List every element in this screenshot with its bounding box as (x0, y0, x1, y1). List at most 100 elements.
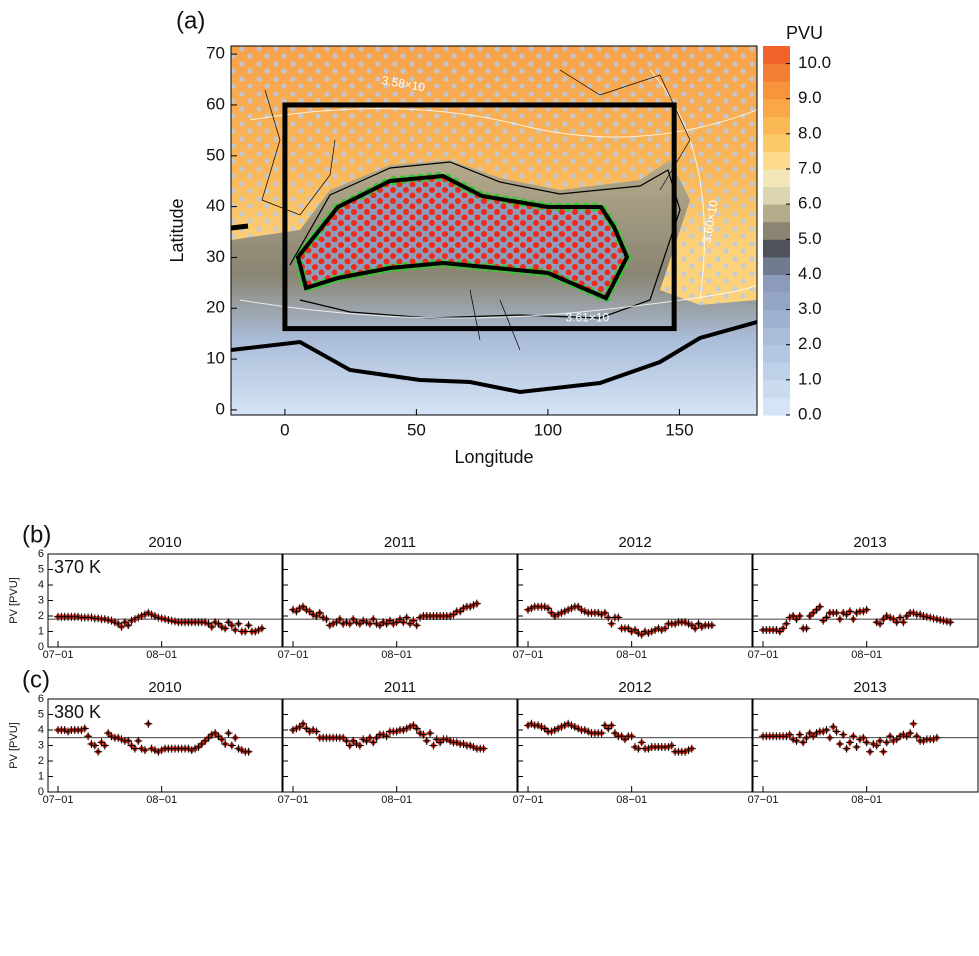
data-point (214, 619, 223, 628)
x-tick-label: 08−01 (851, 649, 882, 661)
data-point (822, 613, 831, 622)
point-cross (879, 747, 888, 756)
data-point (399, 618, 408, 627)
point-cross (315, 608, 324, 617)
point-cross (899, 618, 908, 627)
colorbar-band (763, 292, 790, 311)
point-cross (322, 615, 331, 624)
subplot-frame (282, 698, 518, 793)
point-cross (886, 732, 895, 741)
point-cross (687, 744, 696, 753)
point-cross (144, 719, 153, 728)
data-point (641, 627, 650, 636)
data-point (369, 615, 378, 624)
data-point (396, 615, 404, 624)
point-cross (845, 607, 854, 616)
data-point (687, 744, 696, 753)
data-point (342, 736, 351, 745)
colorbar-tick-label: 8.0 (798, 123, 822, 142)
data-point (120, 618, 129, 627)
data-point (221, 624, 230, 633)
contour-label: 3.61×10 (566, 311, 610, 325)
data-point (234, 619, 243, 628)
y-tick-label: 0 (216, 399, 225, 418)
data-point (365, 733, 374, 742)
data-point (402, 613, 411, 622)
colorbar-tick-label: 4.0 (798, 264, 822, 283)
point-cross (782, 619, 791, 628)
data-point (257, 624, 266, 633)
data-point (637, 738, 646, 747)
point-cross (217, 735, 226, 744)
point-cross (862, 605, 871, 614)
data-point (335, 615, 344, 624)
colorbar-band (763, 239, 790, 258)
point-cross (909, 719, 918, 728)
y-tick-label: 6 (38, 548, 44, 560)
point-cross (257, 624, 266, 633)
axes-frame (230, 45, 758, 416)
colorbar-band (763, 81, 790, 100)
point-cross (409, 616, 418, 625)
colorbar-band (763, 397, 790, 416)
data-point (661, 624, 670, 633)
point-cross (100, 741, 109, 750)
colorbar-tick-label: 9.0 (798, 88, 822, 107)
x-tick-label: 07−01 (278, 794, 309, 806)
point-cross (912, 732, 921, 741)
point-cross (299, 719, 308, 728)
subplot-frame (752, 698, 979, 793)
y-tick-label: 1 (38, 770, 44, 782)
data-point (479, 744, 488, 753)
data-point (899, 618, 908, 627)
point-cross (134, 736, 143, 745)
data-point (872, 741, 881, 750)
data-point (815, 602, 824, 611)
data-point (607, 619, 616, 628)
data-point (852, 743, 861, 752)
data-point (842, 744, 851, 753)
y-tick-label: 1 (38, 625, 44, 637)
x-tick-label: 07−01 (748, 649, 779, 661)
data-point (862, 738, 871, 747)
x-tick-label: 08−01 (381, 649, 412, 661)
data-point (295, 722, 304, 731)
data-point (876, 736, 885, 745)
y-tick-label: 4 (38, 724, 44, 736)
point-cross (946, 618, 955, 627)
point-cross (221, 739, 230, 748)
point-cross (207, 622, 216, 631)
data-point (124, 736, 133, 745)
colorbar-band (763, 98, 790, 117)
data-point (691, 624, 700, 633)
data-point (792, 736, 801, 745)
data-point (94, 747, 103, 756)
x-tick-label: 07−01 (43, 649, 74, 661)
data-point (842, 610, 851, 619)
colorbar-band (763, 327, 790, 346)
point-cross (614, 613, 623, 622)
data-point (825, 733, 834, 742)
data-point (197, 739, 206, 748)
data-point (449, 610, 458, 619)
point-cross (792, 736, 801, 745)
x-tick-label: 07−01 (43, 794, 74, 806)
colorbar-title: PVU (786, 23, 823, 43)
y-tick-label: 6 (38, 693, 44, 705)
point-cross (345, 741, 354, 750)
point-cross (661, 624, 670, 633)
y-tick-label: 30 (206, 247, 225, 266)
point-cross (479, 744, 488, 753)
data-point (707, 621, 716, 630)
data-point (809, 608, 818, 617)
panel-label: (c) (22, 666, 50, 693)
point-cross (342, 736, 351, 745)
data-point (849, 615, 858, 624)
data-point (217, 735, 226, 744)
y-tick-label: 0 (38, 786, 44, 798)
point-cross (627, 732, 636, 741)
subplot-title: 2010 (148, 534, 181, 551)
data-point (845, 607, 854, 616)
colorbar-band (763, 133, 790, 152)
point-cross (835, 739, 844, 748)
